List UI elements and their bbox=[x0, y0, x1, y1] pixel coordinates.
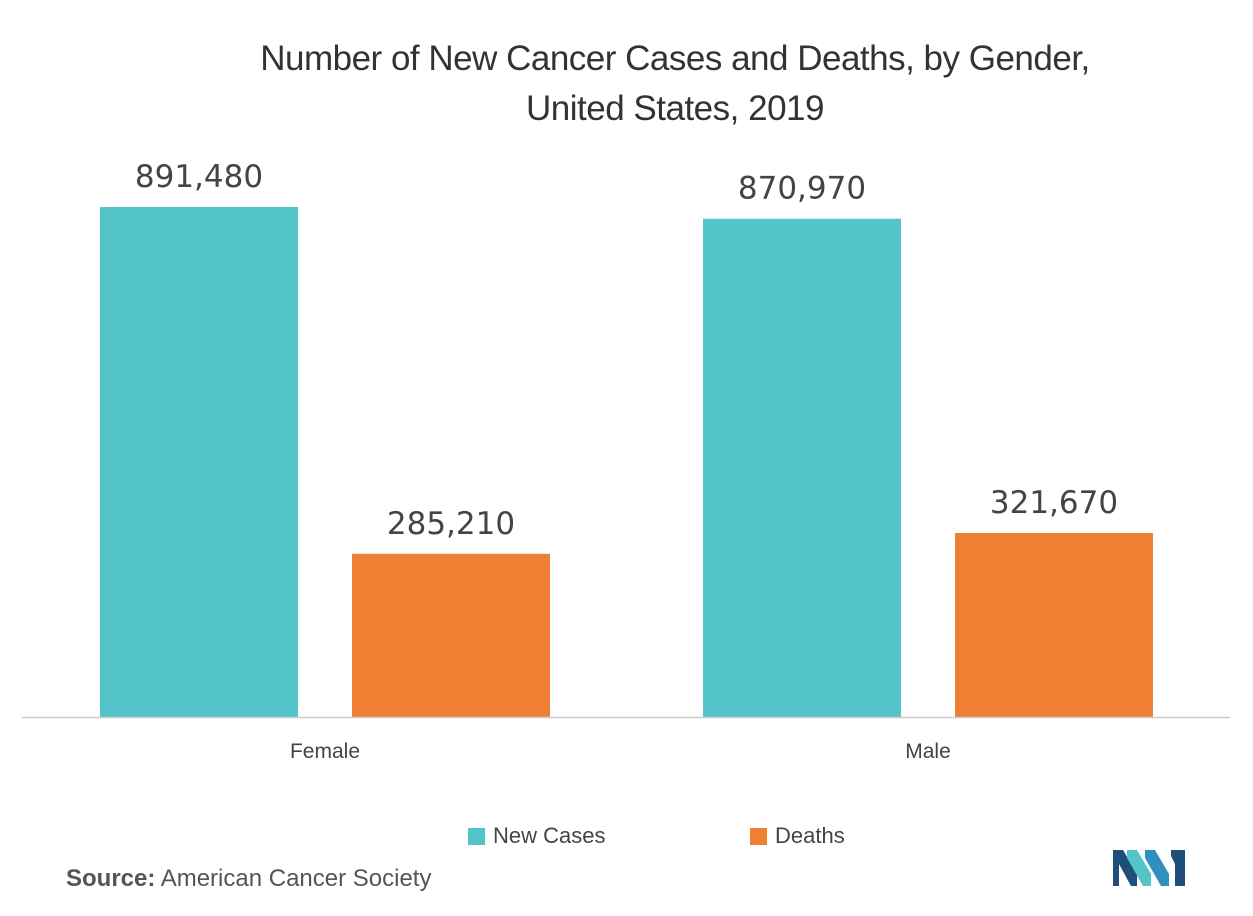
data-label-female-new-cases: 891,480 bbox=[135, 159, 263, 195]
legend-swatch-new-cases bbox=[468, 827, 485, 845]
source-text: American Cancer Society bbox=[160, 865, 432, 892]
bar-female-new-cases bbox=[100, 207, 298, 717]
legend-swatch-deaths bbox=[750, 827, 767, 845]
chart-title-line-1: Number of New Cancer Cases and Deaths, b… bbox=[260, 39, 1090, 78]
x-tick-label-male: Male bbox=[905, 740, 951, 763]
data-label-male-deaths: 321,670 bbox=[990, 485, 1118, 521]
bar-male-new-cases bbox=[703, 218, 901, 718]
data-label-female-deaths: 285,210 bbox=[387, 506, 515, 542]
legend: New Cases Deaths bbox=[0, 823, 1253, 853]
legend-label-new-cases: New Cases bbox=[493, 823, 606, 848]
chart-title-line-2: United States, 2019 bbox=[526, 89, 824, 128]
source-note: Source: American Cancer Society bbox=[66, 865, 431, 893]
chart-title: Number of New Cancer Cases and Deaths, b… bbox=[100, 34, 1250, 134]
legend-item-new-cases: New Cases bbox=[468, 823, 605, 849]
legend-label-deaths: Deaths bbox=[775, 823, 845, 848]
source-label: Source: bbox=[66, 865, 156, 892]
legend-item-deaths: Deaths bbox=[750, 823, 845, 849]
bar-female-deaths bbox=[352, 553, 550, 717]
brand-logo-icon bbox=[1113, 850, 1185, 886]
bar-male-deaths bbox=[955, 532, 1153, 717]
data-label-male-new-cases: 870,970 bbox=[738, 171, 866, 207]
x-tick-label-female: Female bbox=[290, 740, 360, 763]
